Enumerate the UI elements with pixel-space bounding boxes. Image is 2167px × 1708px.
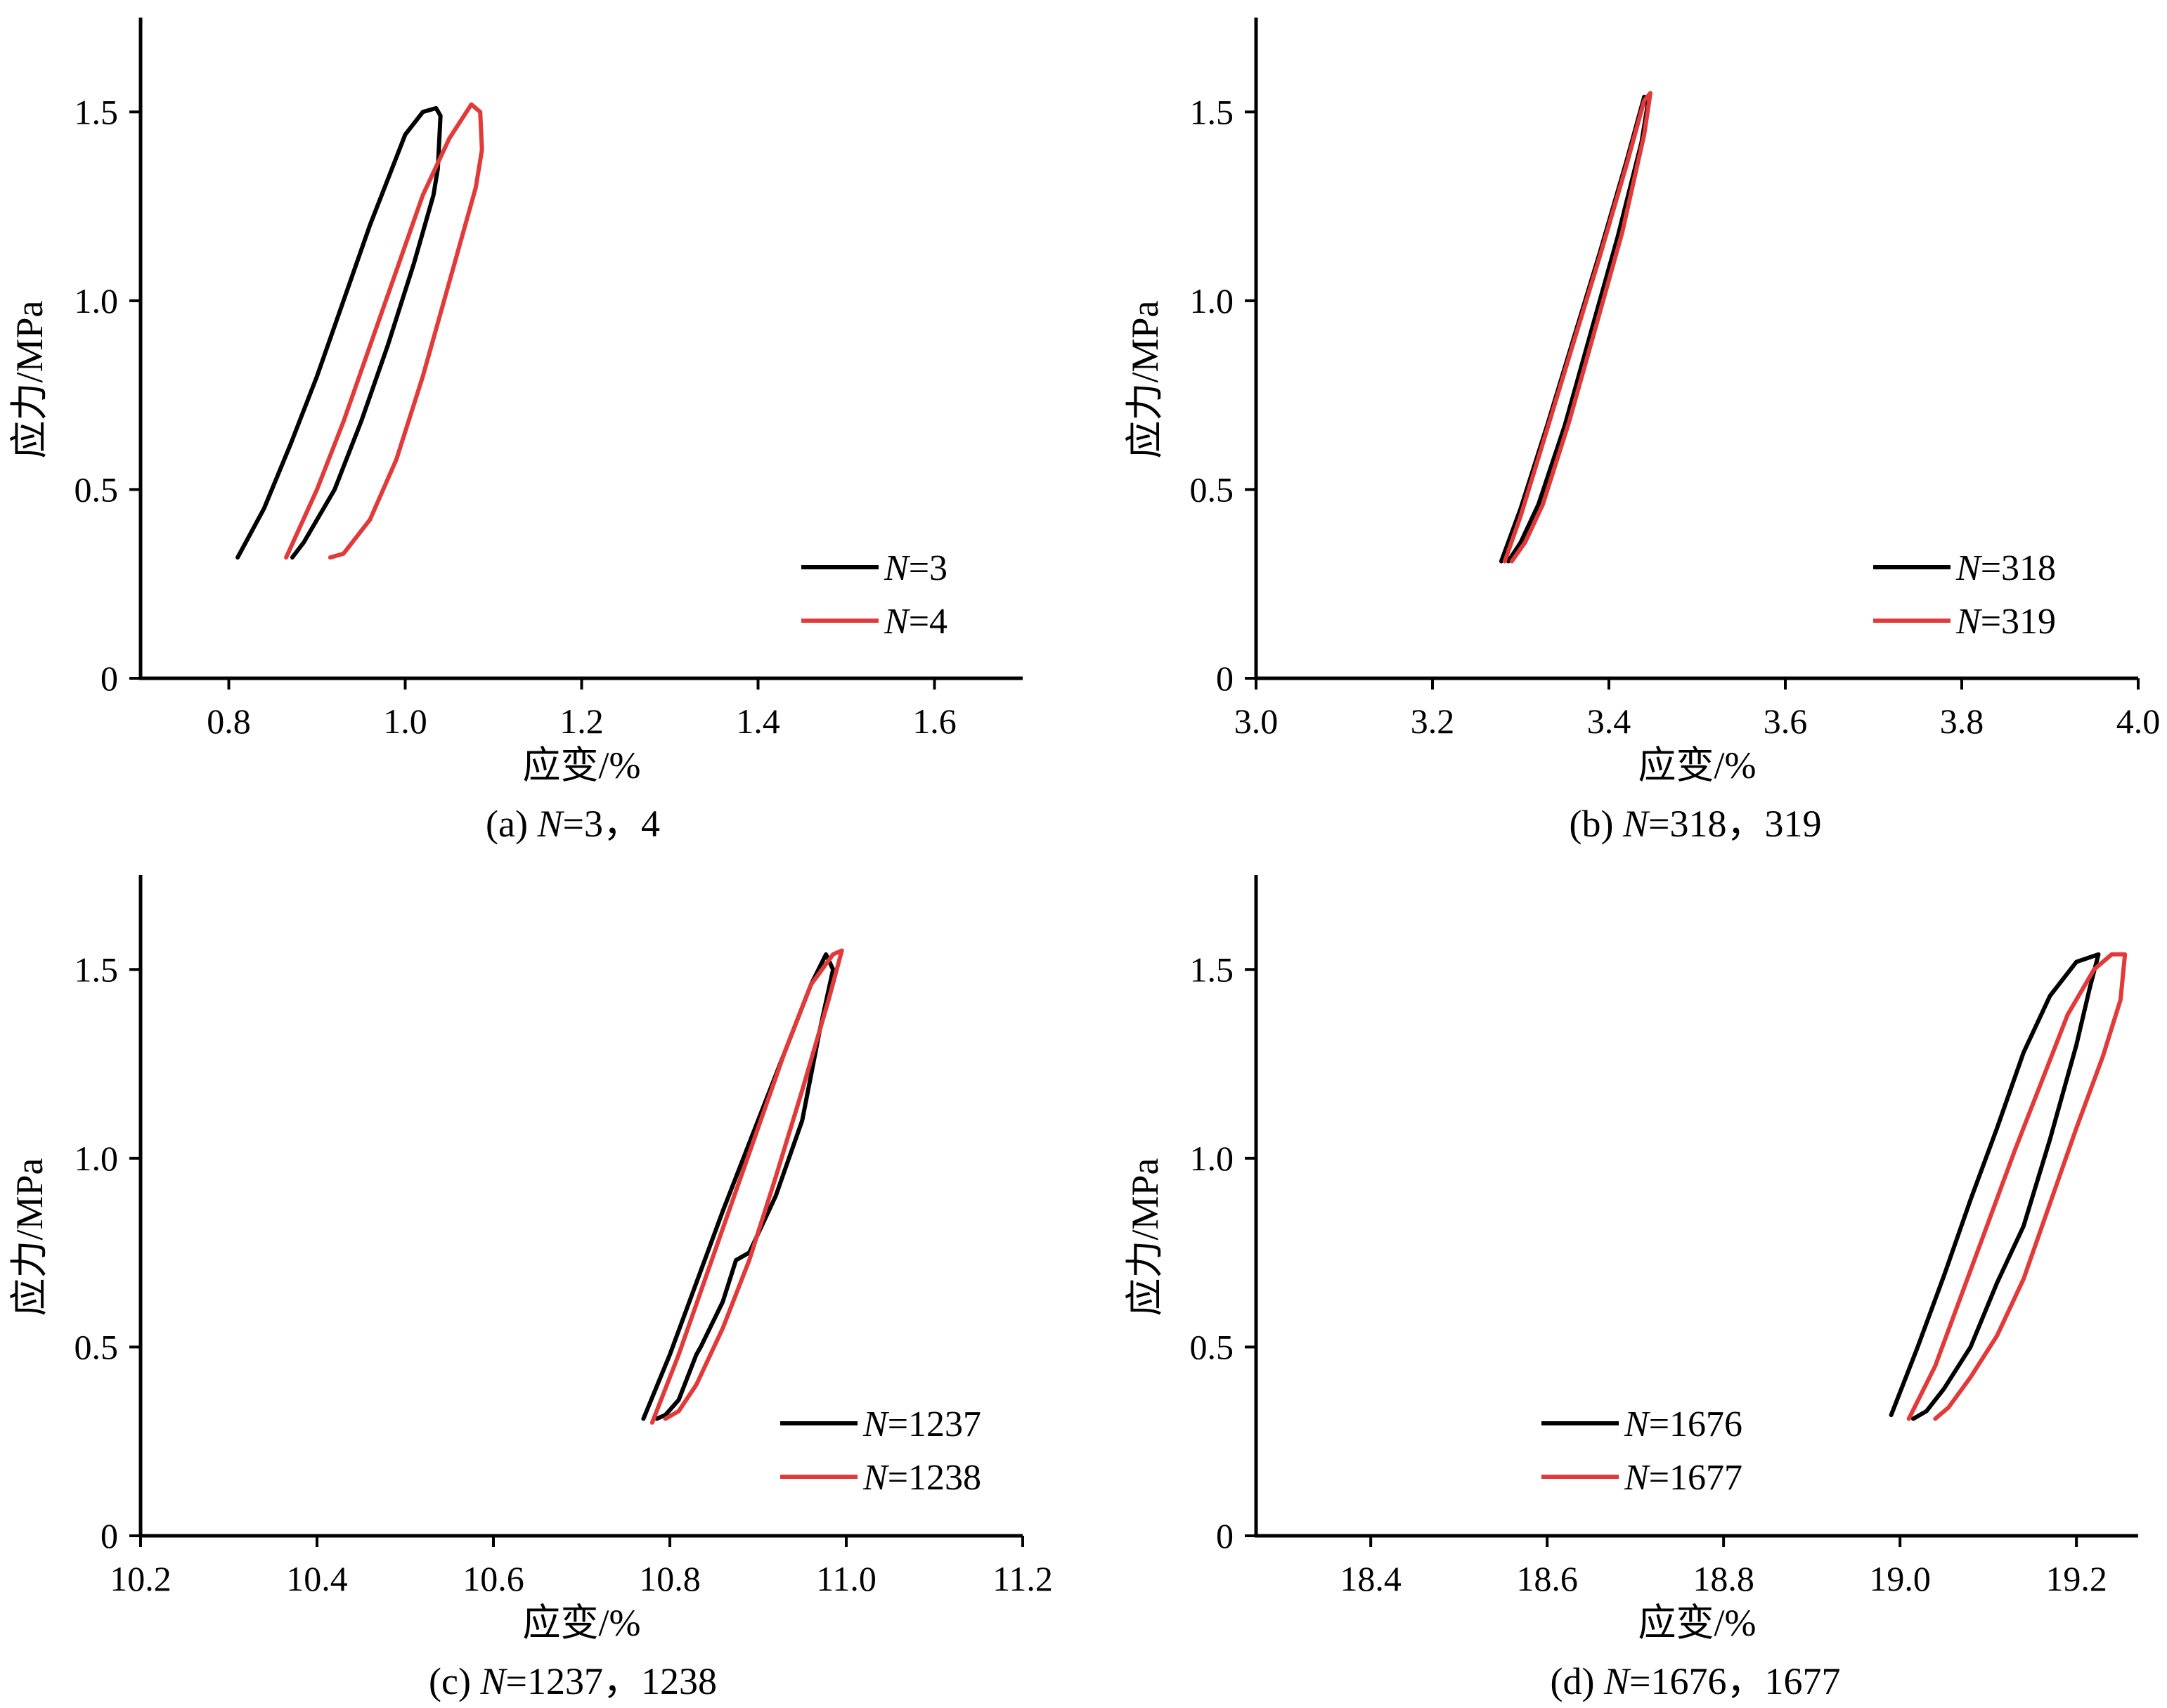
y-axis-title: 应力/MPa	[1124, 1158, 1166, 1316]
legend-label: N=1677	[1624, 1458, 1742, 1498]
x-tick-label: 18.6	[1516, 1559, 1578, 1598]
x-tick-label: 19.0	[1869, 1559, 1931, 1598]
legend-label: N=319	[1955, 602, 2056, 642]
series-line	[641, 952, 836, 1421]
series-line	[284, 102, 484, 560]
panel-a: 0.8 1.0 1.2 1.4 1.6 0 0.5 1.0 1.5 应变/% 应力/MPa (a) N…	[8, 18, 1023, 845]
y-tick-label: 1.5	[1190, 950, 1234, 989]
x-tick-label: 3.8	[1940, 701, 1984, 741]
x-tick-label: 10.6	[462, 1559, 524, 1598]
x-tick-label: 0.8	[207, 701, 251, 741]
y-tick-label: 1.0	[1190, 1139, 1234, 1178]
series-line	[649, 948, 844, 1425]
x-tick-label: 1.2	[559, 701, 604, 741]
y-tick-label: 1.5	[1190, 92, 1234, 131]
series-line	[1906, 952, 2128, 1421]
panel-c: 10.2 10.4 10.6 10.8 11.0 11.2 0 0.5 1.0 1.5 应变/% 应力…	[8, 875, 1053, 1702]
panel-caption: (d) N=1676，1677	[1551, 1660, 1841, 1702]
x-tick-label: 18.4	[1340, 1559, 1402, 1598]
x-tick-label: 1.6	[912, 701, 957, 741]
x-tick-label: 10.4	[286, 1559, 348, 1598]
x-tick-label: 1.4	[736, 701, 780, 741]
y-tick-label: 1.0	[75, 1139, 119, 1178]
panel-caption: (a) N=3，4	[486, 803, 660, 845]
series-line	[1502, 91, 1652, 564]
y-axis-title: 应力/MPa	[1124, 300, 1166, 458]
y-axis-title: 应力/MPa	[8, 300, 51, 458]
y-tick-label: 0.5	[1190, 470, 1234, 509]
x-tick-label: 19.2	[2045, 1559, 2107, 1598]
y-tick-label: 1.0	[75, 281, 119, 321]
x-tick-label: 3.2	[1411, 701, 1455, 741]
x-tick-label: 3.4	[1587, 701, 1631, 741]
y-axis-title: 应力/MPa	[8, 1158, 51, 1316]
panel-d: 18.4 18.6 18.8 19.0 19.2 0 0.5 1.0 1.5 应变/% 应力/MPa…	[1124, 875, 2138, 1702]
x-tick-label: 4.0	[2116, 701, 2161, 741]
series-line	[1889, 952, 2101, 1421]
panel-caption: (b) N=318，319	[1570, 803, 1822, 845]
x-axis-title: 应变/%	[1638, 744, 1757, 787]
legend-label: N=1676	[1624, 1404, 1742, 1444]
x-axis-title: 应变/%	[1638, 1602, 1757, 1644]
x-tick-label: 1.0	[383, 701, 427, 741]
y-tick-label: 0.5	[1190, 1327, 1234, 1366]
series-line	[235, 105, 443, 560]
panel-caption: (c) N=1237，1238	[429, 1660, 717, 1702]
y-tick-label: 0.5	[75, 470, 119, 509]
y-tick-label: 0	[1216, 1516, 1234, 1555]
y-tick-label: 0	[101, 1516, 118, 1555]
legend-label: N=1238	[862, 1458, 981, 1498]
panel-b: 3.0 3.2 3.4 3.6 3.8 4.0 0 0.5 1.0 1.5 应变/% 应力/MPa (b…	[1124, 18, 2160, 845]
y-tick-label: 0	[101, 659, 118, 698]
x-tick-label: 11.0	[816, 1559, 876, 1598]
x-tick-label: 3.0	[1234, 701, 1279, 741]
x-axis-title: 应变/%	[523, 1602, 641, 1644]
legend-label: N=3	[884, 548, 947, 588]
x-tick-label: 10.8	[639, 1559, 701, 1598]
legend-label: N=4	[884, 602, 947, 642]
legend-label: N=1237	[862, 1404, 981, 1444]
x-tick-label: 10.2	[110, 1559, 172, 1598]
y-tick-label: 1.5	[75, 92, 119, 131]
y-tick-label: 0	[1216, 659, 1234, 698]
legend-label: N=318	[1955, 548, 2056, 588]
x-axis-title: 应变/%	[523, 744, 641, 787]
x-tick-label: 18.8	[1693, 1559, 1754, 1598]
x-tick-label: 11.2	[992, 1559, 1053, 1598]
y-tick-label: 1.5	[75, 950, 119, 989]
y-tick-label: 1.0	[1190, 281, 1234, 321]
y-tick-label: 0.5	[75, 1327, 119, 1366]
x-tick-label: 3.6	[1764, 701, 1808, 741]
